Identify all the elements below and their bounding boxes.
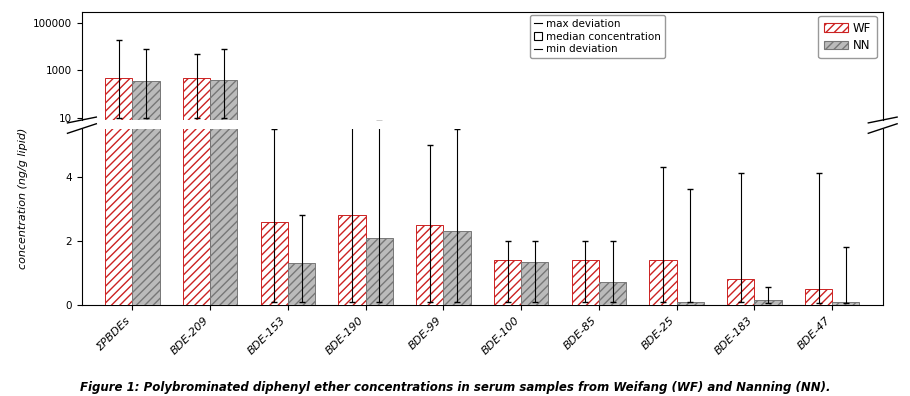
Bar xyxy=(133,81,159,396)
Bar xyxy=(106,0,133,305)
Text: Figure 1: Polybrominated diphenyl ether concentrations in serum samples from Wei: Figure 1: Polybrominated diphenyl ether … xyxy=(80,381,830,394)
Bar xyxy=(339,215,366,305)
Bar xyxy=(805,289,832,305)
Bar xyxy=(677,165,703,396)
Bar xyxy=(261,221,288,305)
Bar xyxy=(754,300,782,305)
Bar xyxy=(494,260,521,305)
Bar xyxy=(521,262,549,305)
Bar xyxy=(650,138,677,396)
Bar xyxy=(106,78,133,396)
Bar xyxy=(366,134,393,396)
Bar xyxy=(443,231,470,305)
Bar xyxy=(416,132,443,396)
Bar xyxy=(366,238,393,305)
Bar xyxy=(210,80,238,396)
Bar xyxy=(754,161,782,396)
Bar xyxy=(571,260,599,305)
Bar xyxy=(650,260,677,305)
Bar xyxy=(832,165,859,396)
Text: concentration (ng/g lipid): concentration (ng/g lipid) xyxy=(18,127,27,269)
Bar xyxy=(521,138,549,396)
Bar xyxy=(183,0,210,305)
Bar xyxy=(677,302,703,305)
Bar xyxy=(805,148,832,396)
Bar xyxy=(210,0,238,305)
Legend: max deviation, median concentration, min deviation: max deviation, median concentration, min… xyxy=(530,15,665,59)
Bar xyxy=(727,279,754,305)
Bar xyxy=(261,131,288,396)
Bar xyxy=(133,0,159,305)
Bar xyxy=(416,225,443,305)
Bar xyxy=(288,139,315,396)
Bar xyxy=(183,78,210,396)
Bar xyxy=(339,131,366,396)
Bar xyxy=(288,263,315,305)
Bar xyxy=(599,145,626,396)
Bar xyxy=(494,138,521,396)
Bar xyxy=(727,144,754,396)
Bar xyxy=(443,133,470,396)
Bar xyxy=(832,302,859,305)
Bar xyxy=(599,282,626,305)
Bar xyxy=(571,138,599,396)
